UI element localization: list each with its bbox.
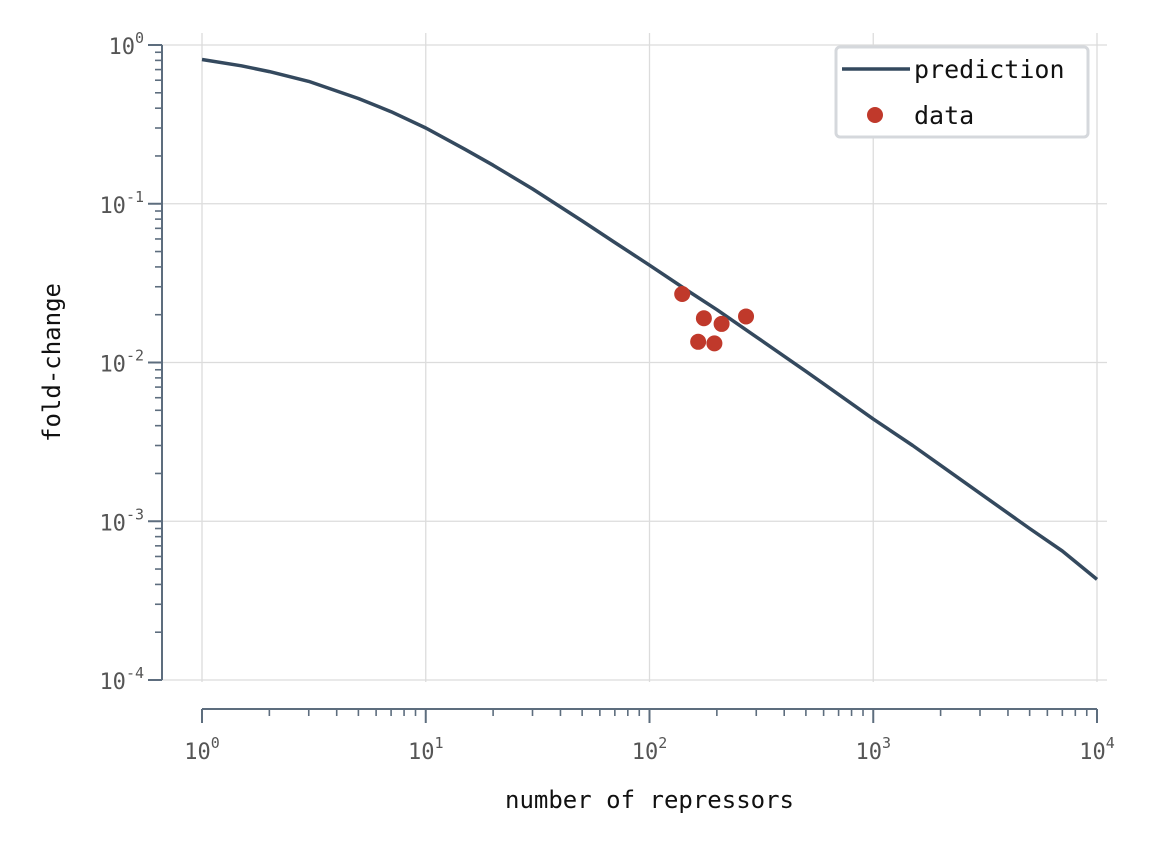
data-point [674,286,691,303]
data-point [738,308,755,325]
axes [161,45,1097,710]
x-tick-label: 101 [408,734,444,765]
y-tick-label: 10-4 [99,664,144,695]
plot-area [201,57,1099,581]
x-tick-label: 103 [855,734,891,765]
data-point [695,310,712,327]
legend: prediction data [834,45,1090,139]
x-tick-label: 102 [632,734,668,765]
data-point [706,335,723,352]
x-tick-label: 104 [1079,734,1115,765]
data-point [713,315,730,332]
y-tick-label: 10-3 [99,505,144,536]
x-tick-label: 100 [184,734,220,765]
ticks: 100 101 102 103 104 100 10-1 10-2 10-3 10-4 [99,29,1114,765]
y-tick-label: 10-2 [99,347,144,378]
y-tick-label: 10-1 [99,188,144,219]
grid [162,33,1107,682]
legend-data-swatch [867,107,883,123]
y-axis-label: fold-change [38,283,66,442]
legend-data-label: data [914,101,974,130]
y-tick-label: 100 [108,29,144,60]
x-axis-label: number of repressors [505,786,794,814]
data-point [690,333,707,350]
legend-prediction-label: prediction [914,55,1065,84]
prediction-line [201,57,1099,581]
